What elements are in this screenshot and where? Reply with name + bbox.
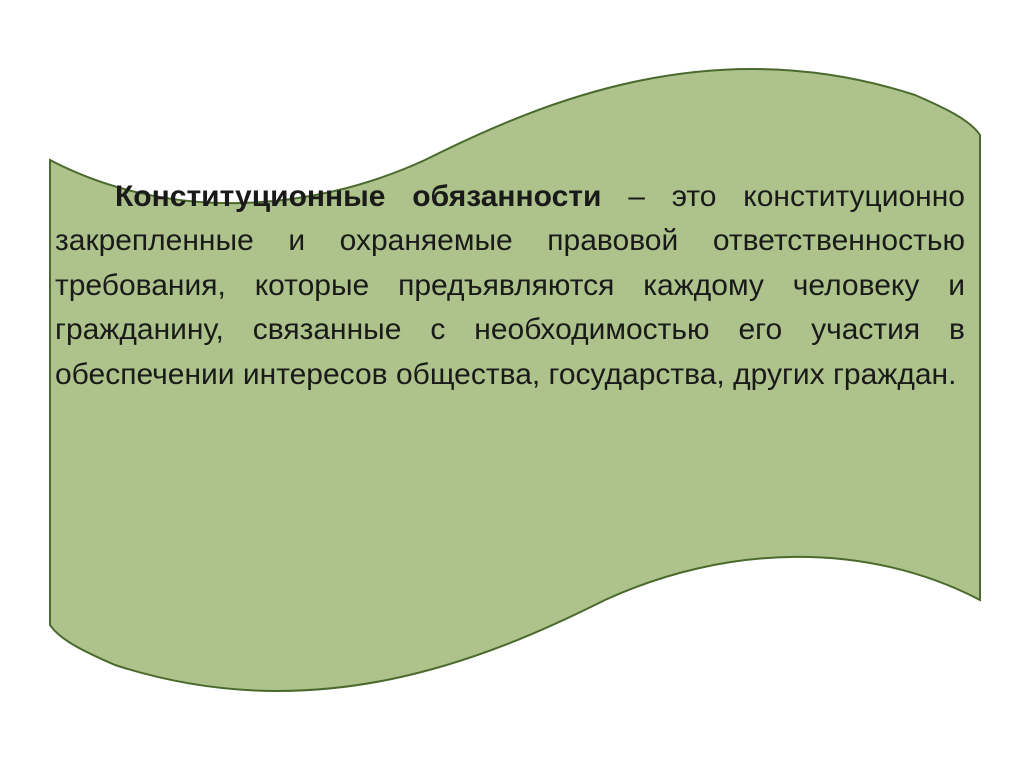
definition-text: Конституционные обязанности – это консти…: [55, 175, 965, 397]
term-bold: Конституционные обязанности: [115, 180, 601, 213]
slide-container: Конституционные обязанности – это консти…: [0, 0, 1024, 768]
